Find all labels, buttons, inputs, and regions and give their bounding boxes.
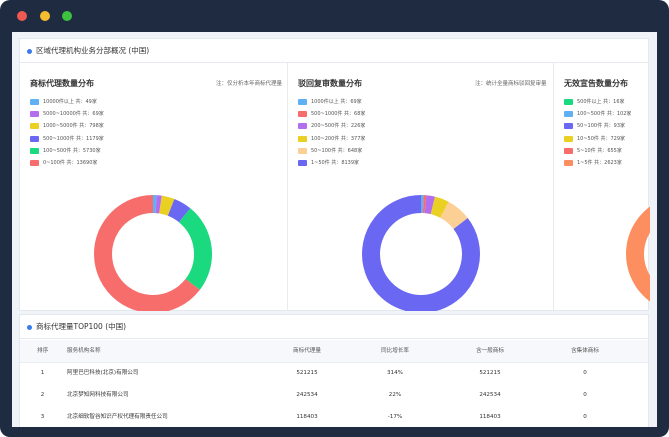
section-bullet-icon: [27, 325, 32, 330]
legend-label: 200~500件 共：226家: [311, 123, 366, 130]
legend-swatch: [30, 159, 39, 166]
invalidation-donut-chart[interactable]: [618, 187, 650, 311]
rejection-review-donut-chart[interactable]: [354, 187, 488, 311]
legend-label: 1000~5000件 共：798家: [43, 123, 104, 130]
section-header: 商标代理量TOP100 (中国): [20, 315, 648, 339]
legend-label: 50~100件 共：648家: [311, 147, 363, 154]
legend-label: 100~500件 共：5730家: [43, 147, 101, 154]
column-header-volume[interactable]: 商标代理量: [293, 348, 321, 354]
legend-label: 500~1000件 共：1179家: [43, 135, 104, 142]
legend-label: 500~1000件 共：68家: [311, 111, 366, 118]
legend-label: 100~500件 共：102家: [577, 111, 632, 118]
donut-segment[interactable]: [362, 195, 480, 311]
cell-name[interactable]: 北京细软智谷知识产权代理有限责任公司: [67, 414, 168, 420]
legend-label: 500件以上 共：16家: [577, 99, 625, 105]
legend-swatch: [30, 99, 39, 105]
donut-segment[interactable]: [424, 195, 435, 215]
column-header-collective[interactable]: 含集体商标: [571, 348, 599, 354]
donut-segment[interactable]: [158, 195, 175, 216]
dashboard-content: 区域代理机构业务分部概况 (中国) 商标代理数量分布 注：仅分析本年商标代理量 …: [12, 32, 657, 427]
table-row[interactable]: 2 北京梦知网科技有限公司 242534 22% 242534 0: [20, 384, 648, 406]
legend-swatch: [30, 123, 39, 130]
cell-general: 118403: [479, 414, 501, 420]
section-bullet-icon: [27, 49, 32, 54]
legend-label: 10000件以上 共：49家: [43, 99, 97, 105]
panel-invalidation: 无效宣告数量分布 500件以上 共：16家 100~500件 共：102家 50~1…: [554, 63, 650, 311]
close-button[interactable]: [17, 11, 27, 21]
cell-collective: 0: [583, 370, 587, 376]
donut-segment[interactable]: [94, 195, 200, 311]
title-bar: [0, 0, 669, 32]
legend-swatch: [298, 159, 307, 166]
legend-swatch: [564, 111, 573, 118]
legend-swatch: [564, 123, 573, 130]
legend-label: 5~10件 共：655家: [577, 147, 622, 154]
cell-growth: -17%: [387, 414, 403, 420]
panel-rejection-review: 驳回复审数量分布 注：统计全量商标驳回复审量 1000件以上 共：69家 500~…: [288, 63, 554, 311]
maximize-button[interactable]: [62, 11, 72, 21]
legend-swatch: [298, 111, 307, 118]
cell-rank: 2: [40, 392, 45, 398]
cell-growth: 314%: [387, 370, 403, 376]
legend-swatch: [564, 99, 573, 105]
legend-label: 1000件以上 共：69家: [311, 99, 362, 105]
column-header-general[interactable]: 含一般商标: [476, 348, 504, 354]
legend-label: 1~50件 共：8139家: [311, 159, 360, 166]
section-title: 区域代理机构业务分部概况 (中国): [36, 46, 150, 55]
panel-note: 注：统计全量商标驳回复审量: [475, 81, 547, 87]
cell-collective: 0: [583, 392, 587, 398]
legend-swatch: [298, 123, 307, 130]
column-header-rank[interactable]: 排序: [37, 348, 49, 354]
legend-swatch: [564, 135, 573, 142]
donut-segment[interactable]: [167, 199, 191, 223]
legend-swatch: [564, 147, 573, 154]
legend-swatch: [30, 111, 39, 118]
column-header-growth[interactable]: 同比增长率: [381, 348, 409, 354]
donut-segment[interactable]: [439, 201, 468, 230]
legend-swatch: [30, 147, 39, 154]
legend-label: 10~50件 共：729家: [577, 135, 626, 142]
table-row[interactable]: 3 北京细软智谷知识产权代理有限责任公司 118403 -17% 118403 …: [20, 406, 648, 427]
donut-segment[interactable]: [626, 204, 650, 304]
panel-trademark-agency: 商标代理数量分布 注：仅分析本年商标代理量 10000件以上 共：49家 5000…: [20, 63, 288, 311]
donut-segment[interactable]: [178, 208, 212, 290]
cell-collective: 0: [583, 414, 587, 420]
panel-title: 无效宣告数量分布: [564, 79, 628, 88]
legend-label: 100~200件 共：377家: [311, 135, 366, 142]
legend-label: 5000~10000件 共：69家: [43, 111, 104, 118]
region-overview-section: 区域代理机构业务分部概况 (中国) 商标代理数量分布 注：仅分析本年商标代理量 …: [19, 38, 650, 311]
cell-rank: 1: [40, 370, 45, 376]
legend-swatch: [298, 135, 307, 142]
panel-title: 驳回复审数量分布: [298, 79, 362, 88]
minimize-button[interactable]: [40, 11, 50, 21]
column-header-name[interactable]: 服务机构名称: [67, 348, 101, 354]
cell-general: 521215: [479, 370, 501, 376]
table-row[interactable]: 1 阿里巴巴科技(北京)有限公司 521215 314% 521215 0: [20, 362, 648, 384]
legend-swatch: [564, 159, 573, 166]
section-header: 区域代理机构业务分部概况 (中国): [20, 39, 648, 63]
panel-title: 商标代理数量分布: [30, 79, 94, 88]
cell-volume: 242534: [296, 392, 318, 398]
legend-swatch: [298, 147, 307, 154]
cell-general: 242534: [479, 392, 501, 398]
section-title: 商标代理量TOP100 (中国): [36, 322, 127, 331]
panel-note: 注：仅分析本年商标代理量: [216, 81, 283, 87]
legend-label: 1~5件 共：2623家: [577, 159, 622, 166]
legend-swatch: [30, 135, 39, 142]
cell-name[interactable]: 阿里巴巴科技(北京)有限公司: [67, 370, 139, 376]
donut-segment[interactable]: [430, 196, 449, 218]
cell-name[interactable]: 北京梦知网科技有限公司: [67, 392, 129, 398]
legend-label: 0~100件 共：13690家: [43, 159, 98, 166]
legend-label: 50~100件 共：93家: [577, 123, 626, 130]
cell-volume: 521215: [296, 370, 318, 376]
cell-volume: 118403: [296, 414, 318, 420]
cell-rank: 3: [40, 414, 45, 420]
cell-growth: 22%: [388, 392, 402, 398]
top100-section: 商标代理量TOP100 (中国) 排序 服务机构名称 商标代理量 同比增长率 含…: [19, 314, 649, 427]
legend-swatch: [298, 99, 307, 105]
table-header-row: 排序 服务机构名称 商标代理量 同比增长率 含一般商标 含集体商标: [20, 340, 648, 363]
trademark-agency-donut-chart[interactable]: [86, 187, 220, 311]
